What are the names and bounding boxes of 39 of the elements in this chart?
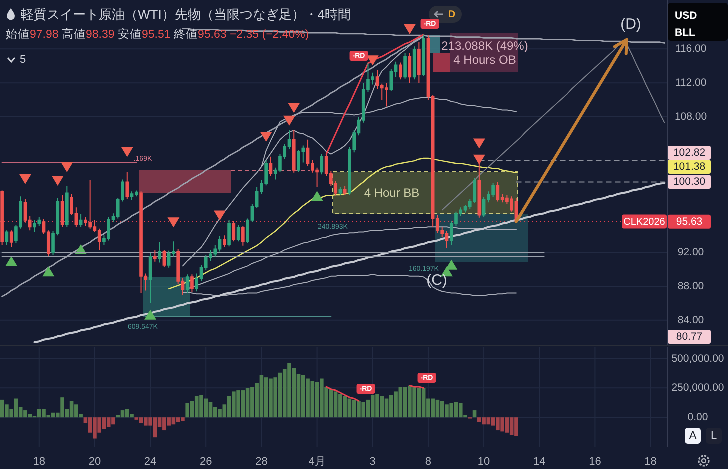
y-tick-label: 112.00 (675, 77, 707, 90)
x-tick-label: 26 (200, 456, 212, 468)
x-tick-label: 14 (533, 456, 546, 468)
y-tick-label: 84.00 (678, 314, 704, 326)
ref-line-label: 95.63 (676, 216, 703, 228)
x-tick-label: 3 (370, 456, 376, 468)
annotation: 4 Hour BB (364, 186, 420, 200)
y-tick-label: 108.00 (674, 110, 708, 123)
text: 軽質スイート原油（WTI）先物（当限つなぎ足）・4時間 (21, 7, 352, 22)
x-tick-label: 8 (425, 456, 432, 468)
x-tick-label: 24 (144, 456, 157, 468)
annotation: 5 (20, 54, 26, 66)
x-tick-label: 10 (478, 456, 490, 468)
text: A (689, 430, 698, 442)
text: 102.82 (673, 147, 706, 159)
x-tick-label: 20 (88, 456, 102, 468)
y-tick-label: 92.00 (678, 246, 704, 259)
y-tick-label: 250,000.00 (672, 382, 724, 394)
y-tick-label: 88.00 (678, 280, 704, 293)
x-tick-label: 18 (33, 456, 46, 468)
annotation: 213.088K (49%) (442, 39, 528, 53)
text: 80.77 (676, 331, 703, 343)
x-tick-label: 16 (589, 456, 602, 468)
y-tick-label: 500,000.00 (672, 352, 724, 365)
text: L (710, 430, 718, 442)
text: USD (675, 10, 698, 22)
text: 始値97.98 高値98.39 安値95.51 終値95.63 −2.35 (−2.40%) (6, 29, 310, 41)
x-tick-label: 4月 (308, 456, 326, 468)
text: 101.38 (673, 161, 706, 173)
y-tick-label: 116.00 (675, 43, 707, 56)
annotation: (C) (426, 272, 448, 288)
y-tick-label: 0.00 (688, 412, 708, 424)
annotation: (D) (620, 16, 642, 32)
annotation: 4 Hours OB (454, 53, 516, 67)
text: BLL (675, 27, 696, 39)
annotation: D (448, 9, 456, 20)
text: 100.30 (673, 176, 706, 188)
x-tick-label: 18 (644, 456, 657, 468)
x-tick-label: 28 (256, 456, 268, 468)
